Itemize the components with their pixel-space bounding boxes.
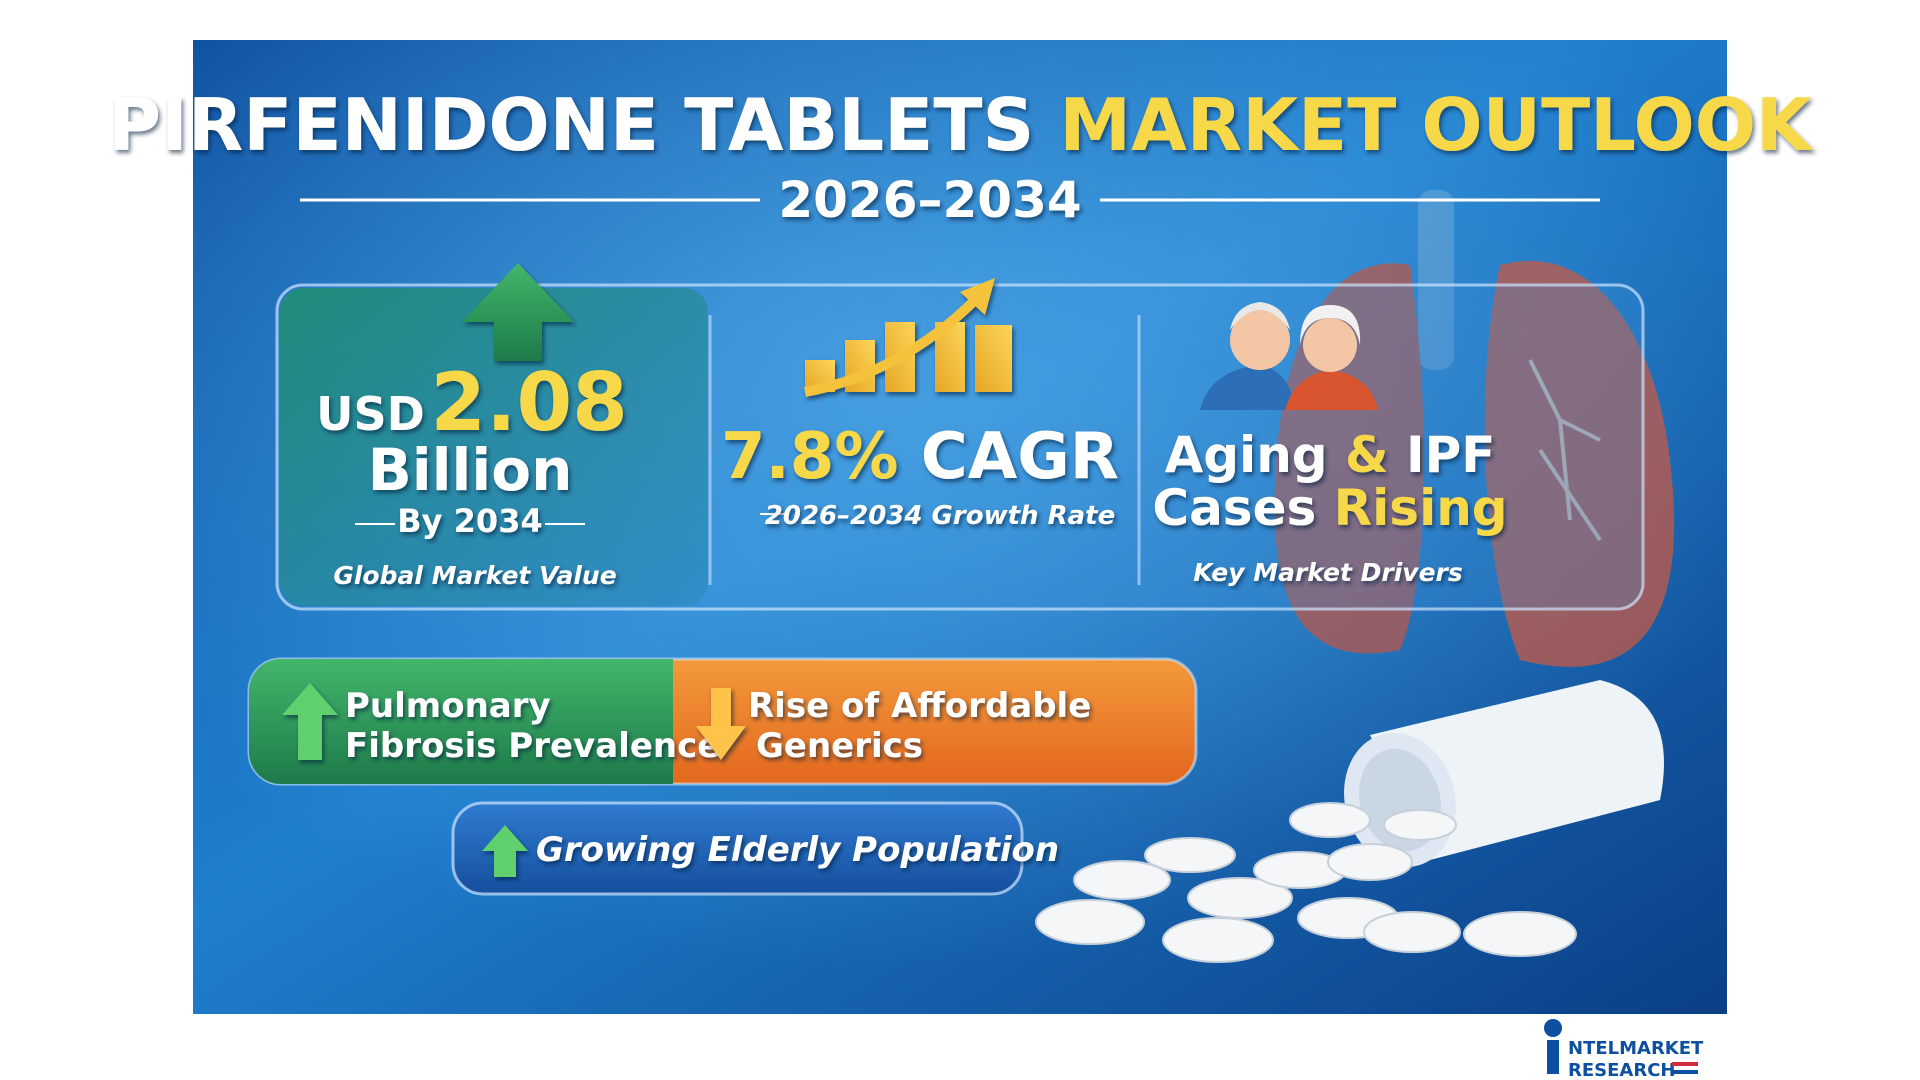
unit: Billion (368, 436, 573, 504)
lungs (1274, 190, 1675, 667)
title-main: PIRFENIDONE TABLETS (108, 83, 1034, 167)
factor-pill-left (249, 659, 673, 784)
up-arrow-icon (282, 683, 338, 760)
caption: Key Market Drivers (1193, 558, 1463, 587)
drivers-word: IPF (1406, 426, 1495, 484)
growth-period: 2026–2034 Growth Rate (765, 501, 1115, 531)
up-arrow-icon (482, 825, 528, 877)
factor-text: Growing Elderly Population (536, 830, 1059, 870)
rate: 7.8% (721, 420, 899, 494)
currency: USD (316, 387, 425, 441)
drivers-line1: Aging & IPF (1165, 426, 1496, 484)
rate-label: CAGR (921, 420, 1119, 494)
down-arrow-icon (696, 688, 746, 760)
up-arrow-icon (462, 263, 574, 361)
caption: Global Market Value (333, 561, 616, 590)
logo: NTELMARKET RESEARCH (1544, 1019, 1704, 1080)
logo-text: RESEARCH (1568, 1060, 1675, 1080)
drivers-word: Rising (1334, 479, 1508, 537)
amount: 2.08 (430, 356, 627, 449)
factor-pill (451, 801, 1024, 896)
drivers-word: Aging (1165, 426, 1328, 484)
growth-rate: 7.8% CAGR (721, 420, 1119, 494)
value-panel (280, 288, 708, 606)
pill-bottle (1035, 680, 1664, 963)
drivers-word: Cases (1152, 479, 1316, 537)
drivers-word: & (1345, 426, 1389, 484)
market-value: USD 2.08 (316, 356, 628, 449)
growth-icon (804, 278, 1012, 397)
year: By 2034 (397, 502, 542, 540)
factor-text: Fibrosis Prevalence (345, 726, 720, 766)
title-accent: MARKET OUTLOOK (1059, 83, 1813, 167)
factor-text: Generics (756, 726, 923, 766)
logo-text: NTELMARKET (1568, 1038, 1704, 1059)
elderly-icon (1200, 302, 1378, 410)
drivers-line2: Cases Rising (1152, 479, 1507, 537)
factor-text: Pulmonary (345, 686, 551, 726)
period: 2026–2034 (778, 171, 1081, 229)
factor-text: Rise of Affordable (748, 686, 1091, 726)
title: PIRFENIDONE TABLETS MARKET OUTLOOK (108, 83, 1814, 167)
